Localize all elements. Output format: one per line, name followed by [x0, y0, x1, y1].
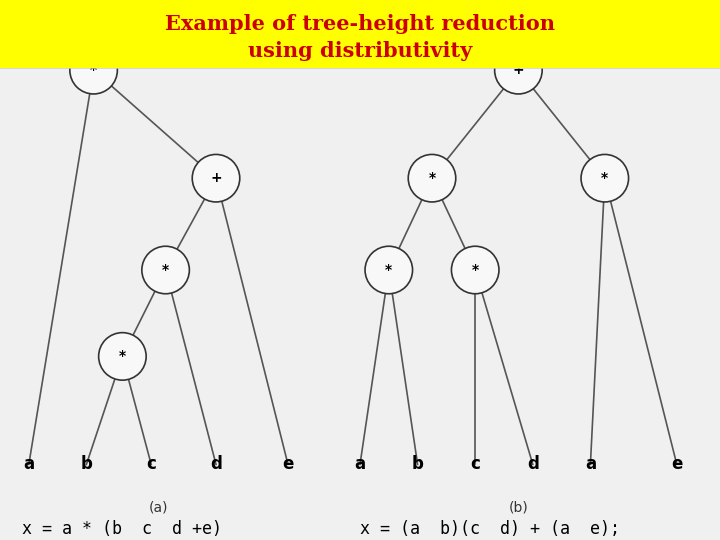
Text: +: + — [513, 63, 524, 77]
Text: *: * — [162, 263, 169, 277]
Ellipse shape — [581, 154, 629, 202]
Text: b: b — [412, 455, 423, 474]
Text: b: b — [81, 455, 92, 474]
Ellipse shape — [192, 154, 240, 202]
Text: d: d — [527, 455, 539, 474]
Ellipse shape — [451, 246, 499, 294]
FancyBboxPatch shape — [0, 0, 720, 68]
Ellipse shape — [495, 46, 542, 94]
Text: (a): (a) — [148, 501, 168, 515]
Text: a: a — [585, 455, 596, 474]
Text: x = (a  b)(c  d) + (a  e);: x = (a b)(c d) + (a e); — [360, 520, 620, 538]
Text: *: * — [601, 171, 608, 185]
Text: +: + — [210, 171, 222, 185]
Text: using distributivity: using distributivity — [248, 41, 472, 62]
Ellipse shape — [365, 246, 413, 294]
Text: *: * — [119, 349, 126, 363]
Text: d: d — [210, 455, 222, 474]
Text: *: * — [90, 63, 97, 77]
Text: e: e — [282, 455, 294, 474]
Text: x = a * (b  c  d +e): x = a * (b c d +e) — [22, 520, 222, 538]
Text: (b): (b) — [508, 501, 528, 515]
Text: Example of tree-height reduction: Example of tree-height reduction — [165, 14, 555, 35]
Ellipse shape — [142, 246, 189, 294]
Text: e: e — [671, 455, 683, 474]
Text: a: a — [23, 455, 35, 474]
Ellipse shape — [408, 154, 456, 202]
Text: c: c — [470, 455, 480, 474]
Text: c: c — [146, 455, 156, 474]
Ellipse shape — [99, 333, 146, 380]
Text: *: * — [472, 263, 479, 277]
Ellipse shape — [70, 46, 117, 94]
Text: *: * — [385, 263, 392, 277]
Text: a: a — [354, 455, 366, 474]
Text: *: * — [428, 171, 436, 185]
